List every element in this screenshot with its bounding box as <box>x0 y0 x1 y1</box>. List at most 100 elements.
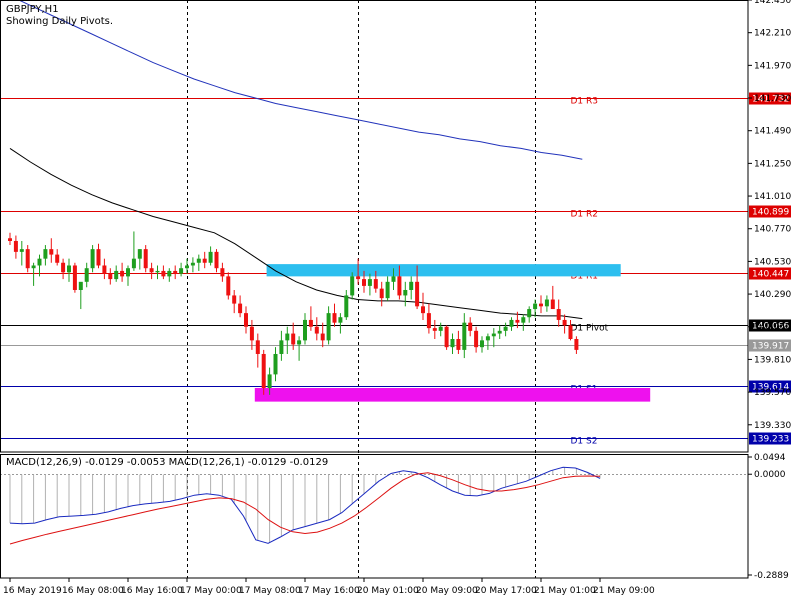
candle-body <box>468 322 473 331</box>
candle-body <box>285 333 290 341</box>
candle <box>297 336 302 361</box>
candle <box>308 306 313 331</box>
candle-body <box>403 289 408 296</box>
candle <box>196 254 201 271</box>
candle <box>362 270 366 293</box>
candle <box>556 299 561 327</box>
candle-body <box>344 295 349 318</box>
candle-body <box>397 276 402 296</box>
candle <box>344 289 349 320</box>
support-zone <box>254 388 651 402</box>
candle-body <box>521 317 526 323</box>
macd-frame <box>0 454 749 579</box>
candle <box>474 326 479 353</box>
candle-body <box>291 333 296 345</box>
time-tick-label: 21 May 01:00 <box>534 586 596 596</box>
candle-body <box>485 336 490 341</box>
macd-line-macd_main <box>9 466 601 544</box>
macd-title: MACD(12,26,9) -0.0129 -0.0053 MACD(12,26… <box>6 457 329 468</box>
candle <box>497 325 502 339</box>
candle <box>539 295 543 314</box>
candle-body <box>544 299 549 307</box>
candle-body <box>326 313 331 341</box>
candle-body <box>31 265 36 269</box>
price-tick-label: 140.530 <box>754 257 791 267</box>
candle-body <box>503 326 508 331</box>
candle-body <box>55 254 60 263</box>
candle-body <box>208 251 213 263</box>
candle-body <box>320 333 325 341</box>
candle-body <box>450 339 455 348</box>
candle-body <box>190 262 195 266</box>
candle <box>226 272 231 300</box>
candle-body <box>338 317 343 323</box>
price-zones <box>254 264 651 402</box>
period-separators <box>187 0 536 578</box>
candle <box>568 319 573 341</box>
main-frame <box>0 0 749 453</box>
candle-body <box>25 249 30 269</box>
candle <box>249 319 254 350</box>
candle-body <box>267 374 272 389</box>
candle <box>574 336 579 354</box>
candle-body <box>568 325 573 339</box>
price-tick-label: 140.290 <box>754 290 791 300</box>
candle-body <box>149 268 154 273</box>
candle <box>527 306 532 323</box>
candle <box>338 313 343 334</box>
candle <box>131 231 136 271</box>
candle <box>72 262 77 293</box>
candle <box>320 322 325 348</box>
candle-body <box>61 262 66 273</box>
candle <box>214 249 219 273</box>
candle <box>409 276 414 300</box>
macd-tick-label: 0.0000 <box>754 470 786 480</box>
candle <box>102 258 107 280</box>
candle <box>503 322 508 337</box>
candle-body <box>367 279 372 286</box>
macd-subwindow <box>0 466 748 545</box>
candle-body <box>126 268 130 277</box>
candle <box>385 276 390 301</box>
price-tick-label: 141.730 <box>754 94 791 104</box>
candle-body <box>297 340 302 345</box>
candle <box>126 265 130 286</box>
pivot-price-label: 140.447 <box>752 270 789 280</box>
price-tick-label: 141.970 <box>754 61 791 71</box>
pivot-price-tag <box>749 205 791 218</box>
candle-body <box>202 258 207 263</box>
moving-averages <box>9 0 583 320</box>
candle-body <box>385 281 390 299</box>
candle-body <box>226 276 231 296</box>
candle-body <box>350 276 355 296</box>
candle <box>114 265 119 282</box>
macd-tick-label: -0.2889 <box>754 571 789 581</box>
candle <box>120 262 125 282</box>
candles <box>8 231 579 395</box>
candle-body <box>249 326 254 341</box>
candle-body <box>409 281 414 290</box>
candle-body <box>438 326 443 331</box>
candle <box>25 245 30 273</box>
candle <box>421 292 425 320</box>
candle <box>143 245 148 273</box>
candle-body <box>120 270 125 277</box>
macd-line-macd_signal <box>9 472 601 545</box>
candle-body <box>96 249 101 266</box>
candle <box>190 257 195 273</box>
candle <box>84 262 89 288</box>
candle <box>356 258 361 285</box>
candle-body <box>49 249 54 255</box>
candle-body <box>261 353 266 389</box>
pivot-name: D1 S2 <box>571 437 598 447</box>
candle-body <box>279 340 284 354</box>
candle-body <box>78 281 83 290</box>
resistance-zone <box>266 264 621 277</box>
candle-body <box>84 268 89 282</box>
candle-body <box>480 340 484 348</box>
candle <box>232 289 237 314</box>
pivot-price-tag <box>749 92 791 105</box>
candle-body <box>238 303 243 314</box>
